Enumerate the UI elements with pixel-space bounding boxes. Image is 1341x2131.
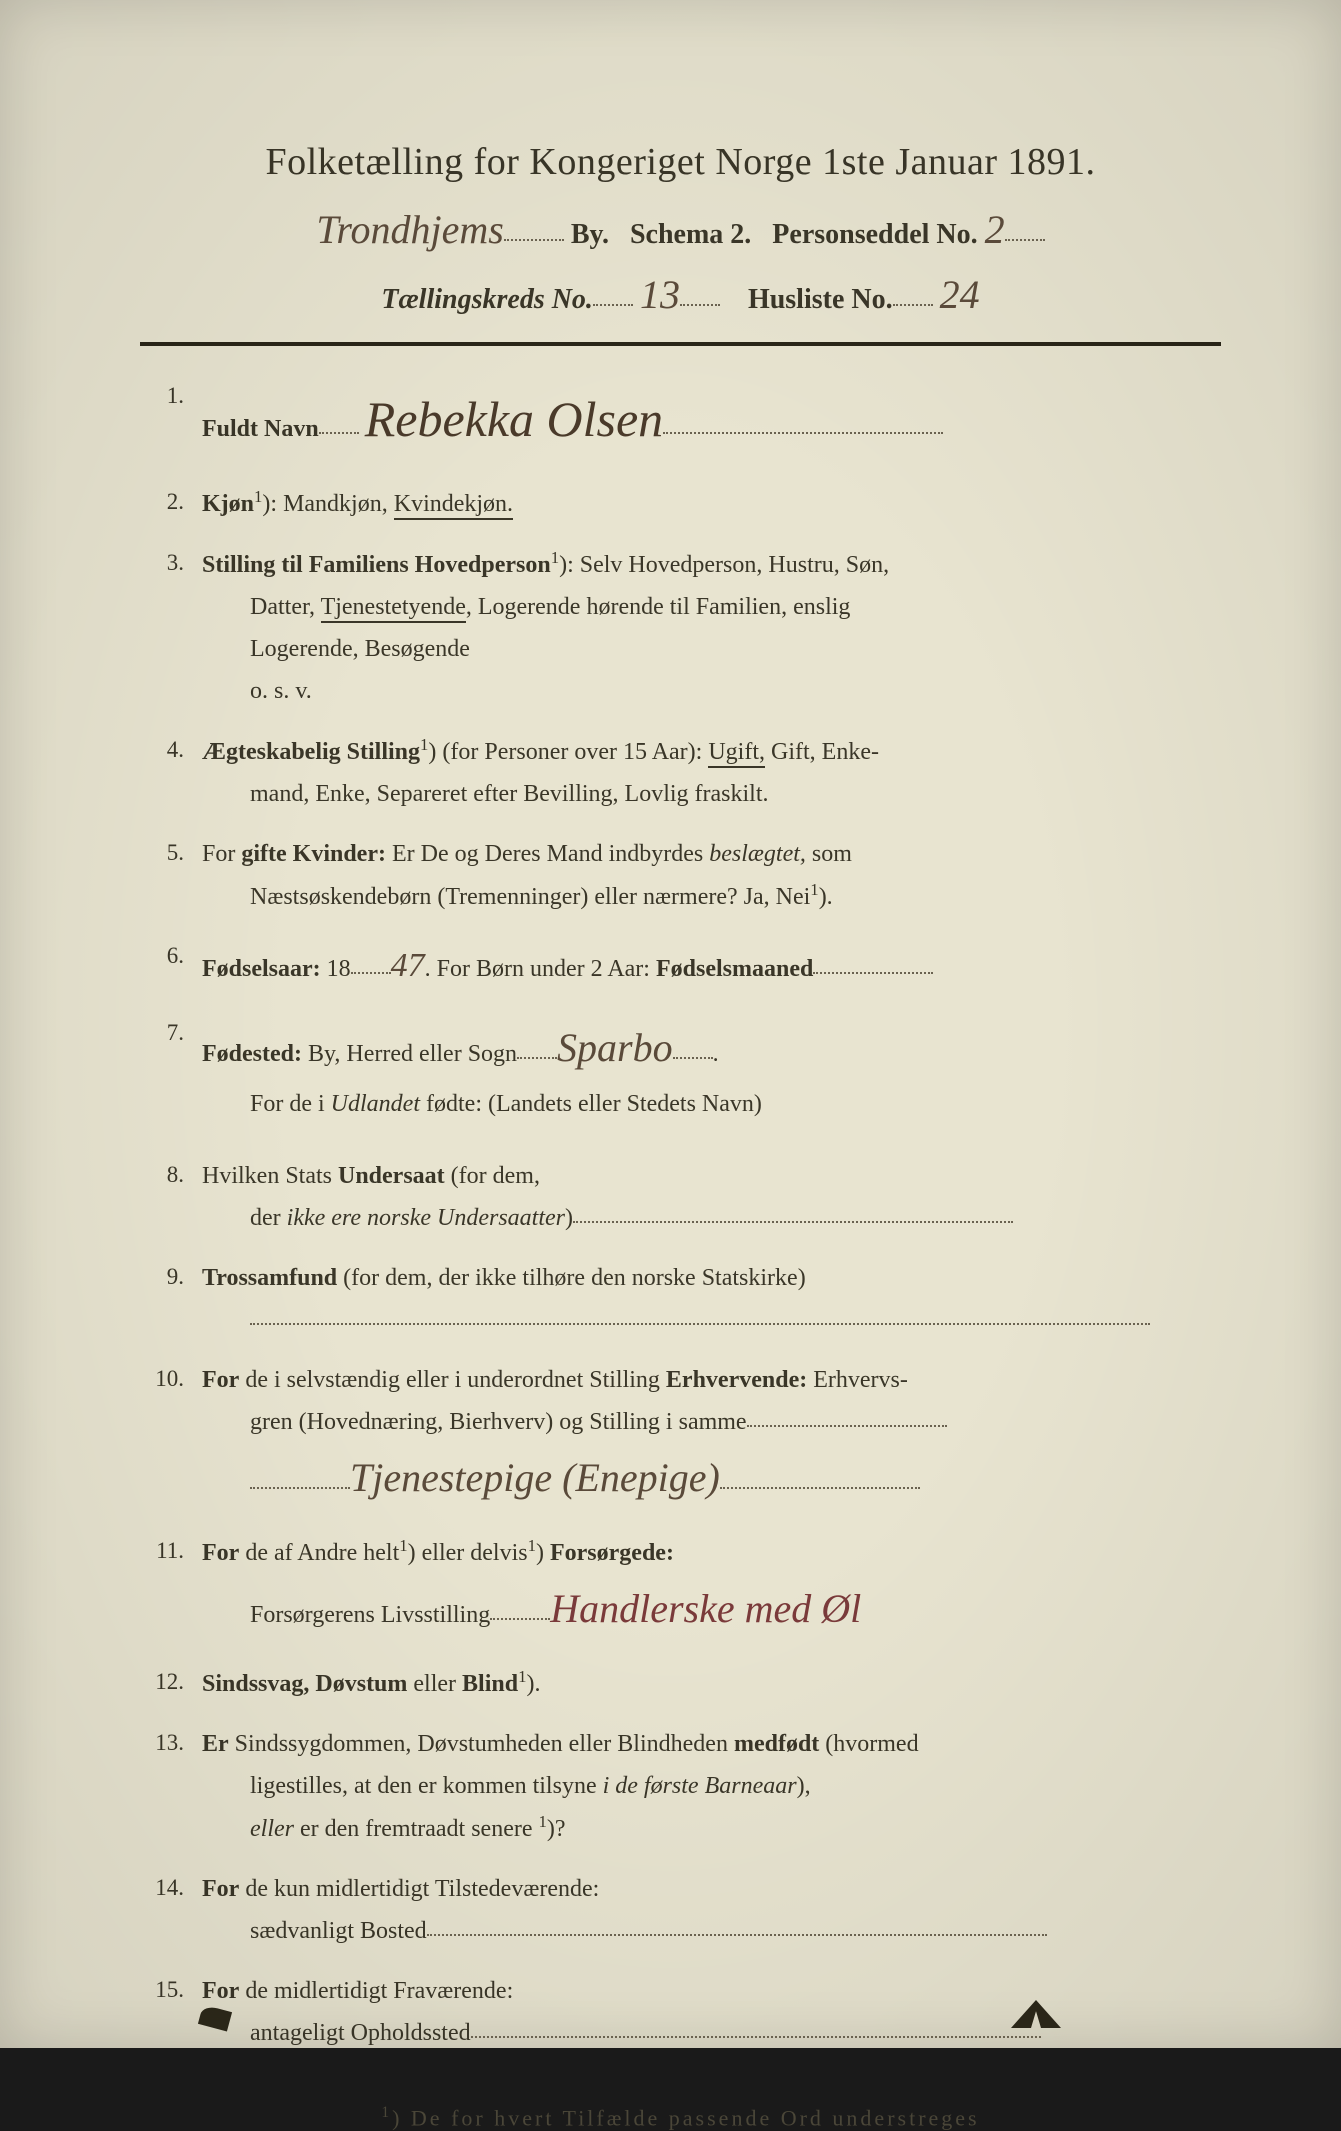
item-11: 11. For de af Andre helt1) eller delvis1… (140, 1531, 1221, 1644)
item-num: 8. (140, 1155, 202, 1239)
item-15: 15. For de midlertidigt Fraværende: anta… (140, 1970, 1221, 2054)
item-14: 14. For de kun midlertidigt Tilstedevære… (140, 1868, 1221, 1952)
item-body: For de i selvstændig eller i underordnet… (202, 1359, 1221, 1513)
personseddel-no: 2 (985, 206, 1005, 253)
item-body: For de af Andre helt1) eller delvis1) Fo… (202, 1531, 1221, 1644)
item-num: 13. (140, 1723, 202, 1850)
census-form-page: Folketælling for Kongeriget Norge 1ste J… (0, 0, 1341, 2048)
subheader-line-1: Trondhjems By. Schema 2. Personseddel No… (140, 206, 1221, 253)
occupation-handwritten: Tjenestepige (Enepige) (350, 1443, 720, 1513)
birth-year-handwritten: 47 (391, 936, 425, 996)
item-10: 10. For de i selvstændig eller i underor… (140, 1359, 1221, 1513)
item-num: 2. (140, 482, 202, 525)
birthplace-handwritten: Sparbo (557, 1013, 673, 1083)
personseddel-label: Personseddel No. (772, 219, 977, 250)
kreds-label: Tællingskreds No. (381, 284, 593, 315)
item-num: 15. (140, 1970, 202, 2054)
item-body: Sindssvag, Døvstum eller Blind1). (202, 1662, 1221, 1705)
item-body: Trossamfund (for dem, der ikke tilhøre d… (202, 1257, 1221, 1341)
husliste-no: 24 (940, 271, 980, 318)
schema-label: Schema 2. (630, 219, 751, 250)
kreds-no: 13 (640, 271, 680, 318)
item-body: Fødested: By, Herred eller SognSparbo. F… (202, 1013, 1221, 1125)
item-4: 4. Ægteskabelig Stilling1) (for Personer… (140, 730, 1221, 815)
form-title: Folketælling for Kongeriget Norge 1ste J… (140, 140, 1221, 184)
item-2: 2. Kjøn1): Mandkjøn, Kvindekjøn. (140, 482, 1221, 525)
item-num: 4. (140, 730, 202, 815)
item-body: Stilling til Familiens Hovedperson1): Se… (202, 543, 1221, 712)
item-num: 12. (140, 1662, 202, 1705)
item-body: For de kun midlertidigt Tilstedeværende:… (202, 1868, 1221, 1952)
item-3: 3. Stilling til Familiens Hovedperson1):… (140, 543, 1221, 712)
husliste-label: Husliste No. (748, 284, 893, 315)
item-body: For de midlertidigt Fraværende: antageli… (202, 1970, 1221, 2054)
item-8: 8. Hvilken Stats Undersaat (for dem, der… (140, 1155, 1221, 1239)
item-body: Kjøn1): Mandkjøn, Kvindekjøn. (202, 482, 1221, 525)
footnote: 1) De for hvert Tilfælde passende Ord un… (140, 2104, 1221, 2131)
item-body: For gifte Kvinder: Er De og Deres Mand i… (202, 833, 1221, 918)
item-num: 1. (140, 376, 202, 464)
header-divider (140, 342, 1221, 346)
item-body: Fødselsaar: 1847. For Børn under 2 Aar: … (202, 936, 1221, 996)
item-num: 5. (140, 833, 202, 918)
form-items: 1. Fuldt Navn Rebekka Olsen 2. Kjøn1): M… (140, 376, 1221, 2054)
item-9: 9. Trossamfund (for dem, der ikke tilhør… (140, 1257, 1221, 1341)
item-num: 10. (140, 1359, 202, 1513)
item-1: 1. Fuldt Navn Rebekka Olsen (140, 376, 1221, 464)
city-handwritten: Trondhjems (316, 206, 503, 253)
item-num: 14. (140, 1868, 202, 1952)
item-num: 7. (140, 1013, 202, 1125)
item-body: Fuldt Navn Rebekka Olsen (202, 376, 1221, 464)
item-12: 12. Sindssvag, Døvstum eller Blind1). (140, 1662, 1221, 1705)
item-body: Hvilken Stats Undersaat (for dem, der ik… (202, 1155, 1221, 1239)
subheader-line-2: Tællingskreds No. 13 Husliste No. 24 (140, 271, 1221, 318)
item-num: 11. (140, 1531, 202, 1644)
item-body: Ægteskabelig Stilling1) (for Personer ov… (202, 730, 1221, 815)
item-num: 9. (140, 1257, 202, 1341)
item-num: 6. (140, 936, 202, 996)
item-13: 13. Er Sindssygdommen, Døvstumheden elle… (140, 1723, 1221, 1850)
name-handwritten: Rebekka Olsen (365, 391, 663, 447)
item-5: 5. For gifte Kvinder: Er De og Deres Man… (140, 833, 1221, 918)
item-body: Er Sindssygdommen, Døvstumheden eller Bl… (202, 1723, 1221, 1850)
item-num: 3. (140, 543, 202, 712)
form-header: Folketælling for Kongeriget Norge 1ste J… (140, 140, 1221, 318)
item-6: 6. Fødselsaar: 1847. For Børn under 2 Aa… (140, 936, 1221, 996)
by-label: By. (571, 219, 609, 250)
provider-handwritten: Handlerske med Øl (550, 1574, 861, 1644)
item-7: 7. Fødested: By, Herred eller SognSparbo… (140, 1013, 1221, 1125)
